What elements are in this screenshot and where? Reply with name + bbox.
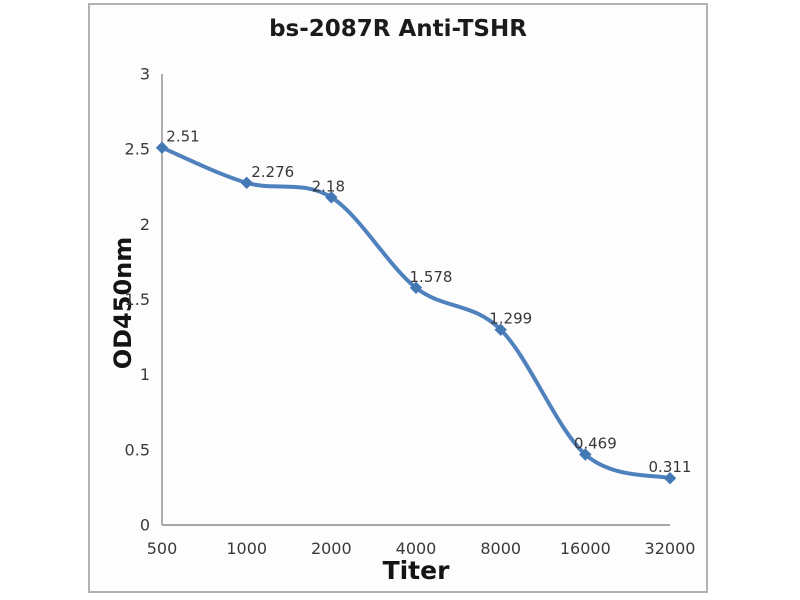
x-tick-label: 8000 bbox=[480, 539, 521, 558]
data-point-label: 1.578 bbox=[410, 268, 453, 286]
data-point-label: 1.299 bbox=[489, 310, 532, 328]
data-point-marker bbox=[663, 471, 677, 485]
y-tick-label: 1 bbox=[140, 365, 150, 384]
data-point-label: 0.311 bbox=[649, 458, 692, 476]
y-tick-label: 0 bbox=[140, 516, 150, 535]
y-tick-label: 1.5 bbox=[125, 290, 150, 309]
series-line bbox=[160, 145, 672, 481]
x-tick-label: 1000 bbox=[226, 539, 267, 558]
data-point-marker bbox=[155, 141, 169, 154]
data-point-label: 2.276 bbox=[251, 163, 294, 181]
data-point-marker bbox=[409, 281, 423, 295]
x-tick-label: 32000 bbox=[645, 539, 696, 558]
y-tick-label: 2.5 bbox=[125, 140, 150, 159]
line-chart-plot: 3 2.5 2 1.5 1 0.5 0 500 1000 2000 4000 8000 16000 320… bbox=[125, 65, 696, 559]
data-point-marker bbox=[325, 191, 338, 204]
data-point-marker bbox=[579, 448, 592, 461]
chart-title: bs-2087R Anti-TSHR bbox=[269, 16, 527, 42]
y-tick-label: 0.5 bbox=[125, 440, 150, 459]
x-tick-label: 500 bbox=[147, 539, 178, 558]
data-point-label: 2.18 bbox=[312, 177, 345, 195]
x-tick-label: 4000 bbox=[396, 539, 437, 558]
x-axis-title: Titer bbox=[382, 556, 450, 585]
data-point-marker bbox=[240, 176, 253, 190]
x-tick-label: 2000 bbox=[311, 539, 352, 558]
chart-frame: bs-2087R Anti-TSHR OD450nm Titer 3 2.5 2 1.… bbox=[88, 3, 708, 593]
data-point-label: 2.51 bbox=[166, 128, 199, 146]
x-tick-label: 16000 bbox=[560, 539, 611, 558]
y-tick-label: 2 bbox=[140, 215, 150, 234]
data-point-marker bbox=[494, 323, 507, 336]
data-point-label: 0.469 bbox=[574, 435, 617, 453]
y-tick-label: 3 bbox=[140, 65, 150, 84]
